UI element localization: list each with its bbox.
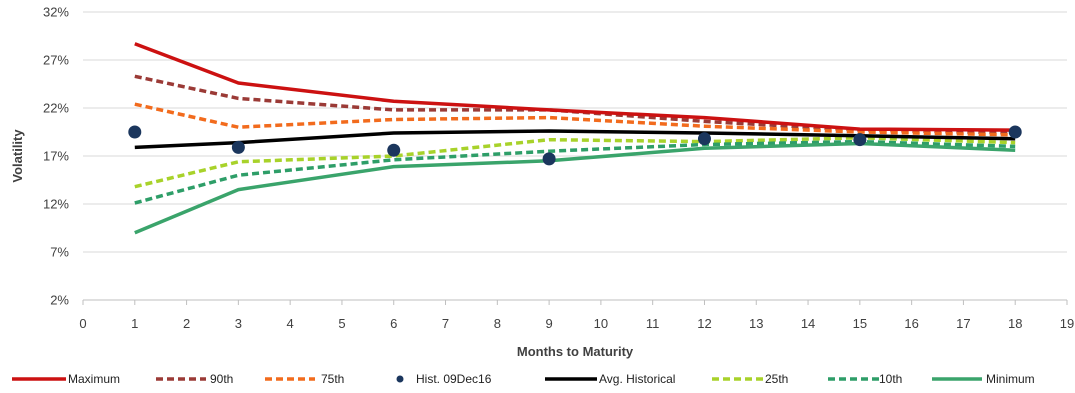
series-line-10th bbox=[134, 139, 1016, 205]
x-tick-label: 13 bbox=[749, 316, 763, 331]
x-tick-label: 11 bbox=[646, 316, 660, 331]
legend-label-90th: 90th bbox=[210, 372, 233, 386]
x-tick-label: 0 bbox=[79, 316, 86, 331]
x-tick-label: 1 bbox=[131, 316, 138, 331]
x-tick-label: 14 bbox=[801, 316, 815, 331]
x-tick-label: 2 bbox=[183, 316, 190, 331]
legend-marker-hist-09dec16 bbox=[396, 375, 404, 383]
legend-label-maximum: Maximum bbox=[68, 372, 120, 386]
legend: Maximum 90th 75th Hist. 09Dec16 Avg. Histori… bbox=[12, 372, 1035, 386]
series-line-minimum bbox=[134, 141, 1016, 235]
point-hist-09dec16 bbox=[128, 125, 142, 139]
y-tick-label: 17% bbox=[43, 149, 69, 164]
x-tick-label: 9 bbox=[545, 316, 552, 331]
y-tick-label: 2% bbox=[50, 293, 69, 308]
x-tick-label: 12 bbox=[697, 316, 711, 331]
x-tick-label: 10 bbox=[594, 316, 608, 331]
legend-label-10th: 10th bbox=[879, 372, 902, 386]
point-hist-09dec16 bbox=[231, 140, 245, 154]
y-tick-label: 22% bbox=[43, 101, 69, 116]
y-tick-label: 7% bbox=[50, 245, 69, 260]
x-tick-label: 15 bbox=[853, 316, 867, 331]
x-tick-label: 16 bbox=[904, 316, 918, 331]
series-line-maximum bbox=[134, 42, 1016, 132]
gridlines bbox=[83, 11, 1067, 253]
point-hist-09dec16 bbox=[853, 133, 867, 147]
y-tick-label: 27% bbox=[43, 53, 69, 68]
point-hist-09dec16 bbox=[542, 152, 556, 166]
series-line-75th bbox=[134, 102, 1016, 137]
x-tick-label: 19 bbox=[1060, 316, 1074, 331]
x-tick-label: 7 bbox=[442, 316, 449, 331]
x-tick-label: 18 bbox=[1008, 316, 1022, 331]
x-axis-title: Months to Maturity bbox=[517, 344, 634, 359]
y-tick-label: 12% bbox=[43, 197, 69, 212]
point-hist-09dec16 bbox=[697, 132, 711, 146]
y-tick-label: 32% bbox=[43, 5, 69, 20]
x-tick-label: 5 bbox=[338, 316, 345, 331]
point-hist-09dec16 bbox=[387, 143, 401, 157]
x-tick-label: 3 bbox=[235, 316, 242, 331]
x-tick-label: 4 bbox=[287, 316, 294, 331]
y-axis-title: Volatility bbox=[10, 129, 25, 183]
legend-label-75th: 75th bbox=[321, 372, 344, 386]
legend-label-avg-historical: Avg. Historical bbox=[599, 372, 675, 386]
axes: 2%7%12%17%22%27%32%0 1 2 3 4 5 6 7 8 9 10 11 12 13 14 1… bbox=[43, 5, 1074, 332]
legend-label-25th: 25th bbox=[765, 372, 788, 386]
legend-label-minimum: Minimum bbox=[986, 372, 1035, 386]
point-hist-09dec16 bbox=[1008, 125, 1022, 139]
legend-label-hist-09dec16: Hist. 09Dec16 bbox=[416, 372, 492, 386]
x-tick-label: 8 bbox=[494, 316, 501, 331]
x-tick-label: 17 bbox=[956, 316, 970, 331]
x-tick-label: 6 bbox=[390, 316, 397, 331]
series-group bbox=[128, 42, 1022, 235]
